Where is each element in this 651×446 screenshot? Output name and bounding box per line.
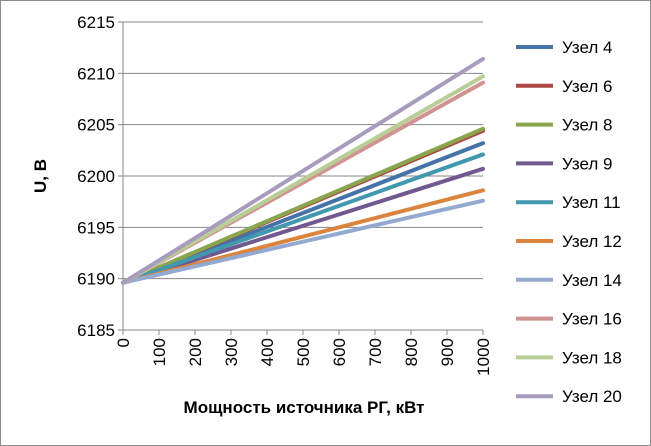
axes [118,21,484,335]
x-tick-labels: 0 100 200 300 400 500 600 700 800 900 1000 [114,338,493,376]
x-tick-label-700: 700 [366,338,385,366]
x-tick-label-200: 200 [186,338,205,366]
x-tick-label-400: 400 [258,338,277,366]
legend-label-8: Узел 16 [562,310,622,329]
x-tick-label-0: 0 [114,338,133,347]
series-line-9 [121,74,485,285]
legend: Узел 4 Узел 6 Узел 8 Узел 9 Узел 11 Узел 12 Уз… [516,38,622,406]
legend-label-6: Узел 12 [562,232,622,251]
y-tick-label-6215: 6215 [77,13,115,32]
y-axis-title: U, В [31,159,50,193]
legend-label-5: Узел 11 [562,193,621,212]
series-lines [121,56,485,285]
y-tick-label-6190: 6190 [77,270,115,289]
x-tick-label-900: 900 [438,338,457,366]
x-tick-label-800: 800 [402,338,421,366]
legend-label-2: Узел 6 [562,77,612,96]
series-line-7 [121,198,485,285]
x-tick-label-1000: 1000 [474,338,493,376]
legend-label-4: Узел 9 [562,154,612,173]
x-tick-label-100: 100 [150,338,169,366]
x-tick-label-500: 500 [294,338,313,366]
y-tick-label-6210: 6210 [77,64,115,83]
series-line-5 [121,152,485,285]
x-axis-title: Мощность источника РГ, кВт [184,398,425,417]
legend-label-3: Узел 8 [562,116,612,135]
y-tick-label-6200: 6200 [77,167,115,186]
y-tick-label-6185: 6185 [77,321,115,340]
y-tick-label-6205: 6205 [77,116,115,135]
series-line-3 [121,126,485,285]
x-tick-label-300: 300 [222,338,241,366]
legend-label-10: Узел 20 [562,387,622,406]
legend-label-7: Узел 14 [562,271,622,290]
y-tick-label-6195: 6195 [77,218,115,237]
x-tick-label-600: 600 [330,338,349,366]
legend-label-1: Узел 4 [562,38,612,57]
gridlines [123,21,483,331]
series-line-4 [121,166,485,285]
legend-label-9: Узел 18 [562,348,622,367]
y-tick-labels: 6185 6190 6195 6200 6205 6210 6215 [77,13,115,340]
series-line-10 [121,56,485,285]
